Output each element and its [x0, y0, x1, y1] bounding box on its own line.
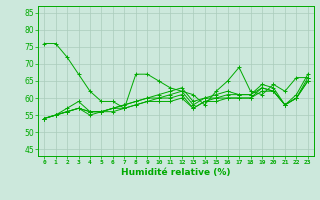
X-axis label: Humidité relative (%): Humidité relative (%) [121, 168, 231, 177]
